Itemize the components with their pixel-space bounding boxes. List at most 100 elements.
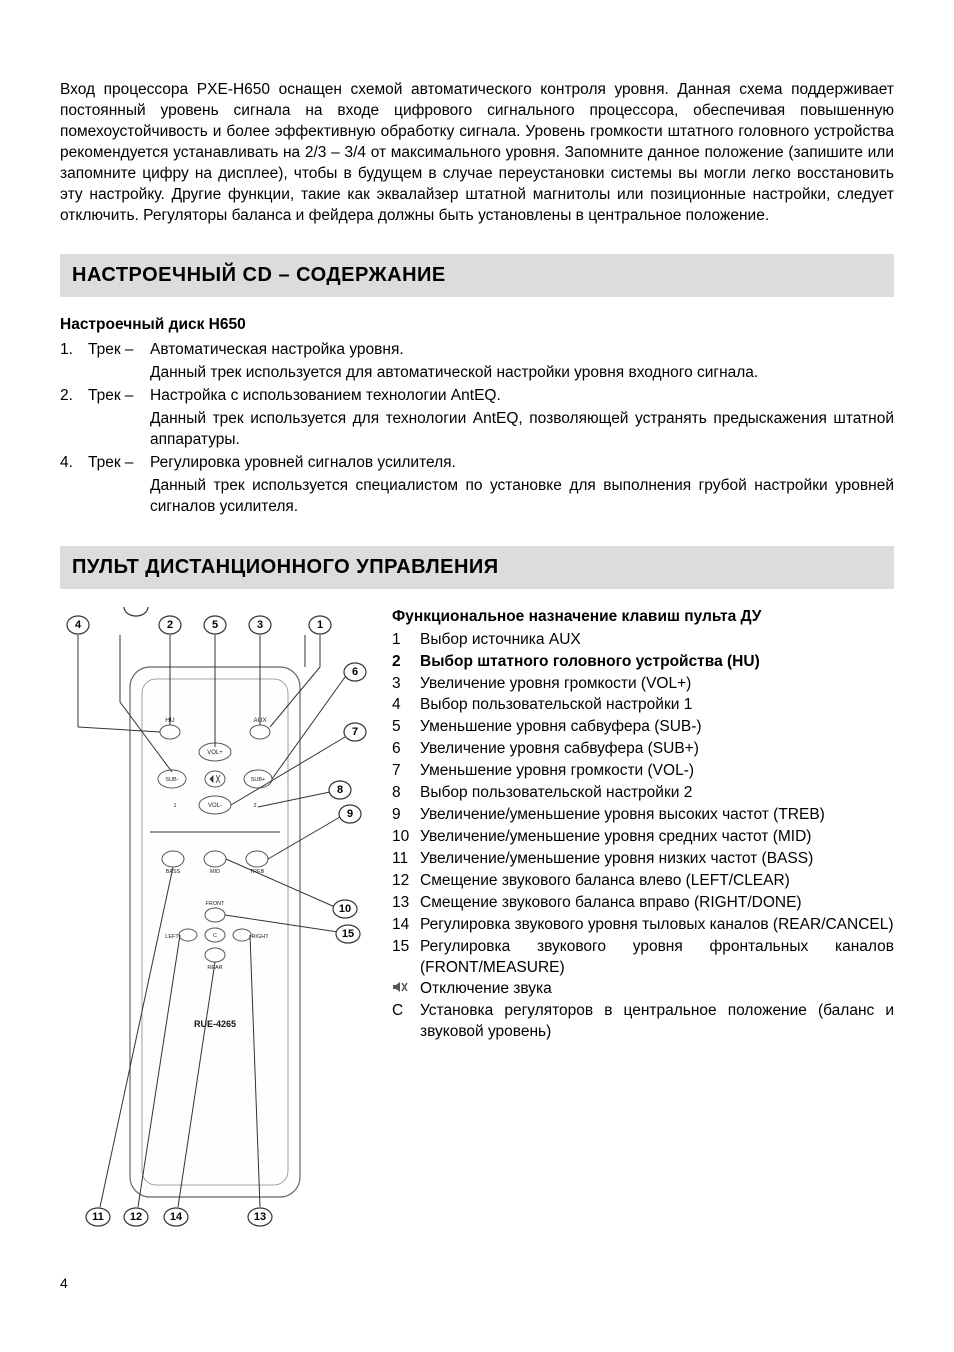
mute-icon: [392, 979, 420, 1000]
track-title: Регулировка уровней сигналов усилителя.: [150, 453, 894, 474]
func-num: 13: [392, 893, 420, 914]
track-label: Трек –: [88, 386, 150, 407]
btn-c-label: C: [213, 933, 217, 939]
section-header-remote: ПУЛЬТ ДИСТАНЦИОННОГО УПРАВЛЕНИЯ: [60, 546, 894, 589]
btn-volplus-label: VOL+: [207, 750, 223, 756]
disk-title: Настроечный диск H650: [60, 315, 894, 336]
func-text: Увеличение/уменьшение уровня низких част…: [420, 849, 894, 870]
btn-front-label: FRONT: [206, 901, 226, 907]
callout-3: 3: [257, 619, 263, 631]
section-header-cd: НАСТРОЕЧНЫЙ CD – СОДЕРЖАНИЕ: [60, 254, 894, 297]
callout-2: 2: [167, 619, 173, 631]
btn-left-label: LEFT: [165, 934, 179, 940]
func-row: 8Выбор пользовательской настройки 2: [392, 783, 894, 804]
callout-14: 14: [170, 1211, 183, 1223]
intro-paragraph: Вход процессора PXE-H650 оснащен схемой …: [60, 80, 894, 226]
func-num: 6: [392, 739, 420, 760]
func-text: Уменьшение уровня сабвуфера (SUB-): [420, 717, 894, 738]
func-row: 6Увеличение уровня сабвуфера (SUB+): [392, 739, 894, 760]
func-num: 5: [392, 717, 420, 738]
func-text: Выбор источника AUX: [420, 630, 894, 651]
track-row: Данный трек используется специалистом по…: [60, 476, 894, 518]
callout-6: 6: [352, 666, 358, 678]
func-row: 7Уменьшение уровня громкости (VOL-): [392, 761, 894, 782]
track-row: 2. Трек – Настройка с использованием тех…: [60, 386, 894, 407]
track-desc: Данный трек используется специалистом по…: [150, 476, 894, 518]
func-row-c: C Установка регуляторов в центральное по…: [392, 1001, 894, 1043]
track-label: Трек –: [88, 340, 150, 361]
remote-diagram: HU AUX VOL+ SUB- SUB+ VOL- 1 2: [60, 607, 370, 1244]
track-desc: Данный трек используется для автоматичес…: [150, 363, 894, 384]
track-row: 1. Трек – Автоматическая настройка уровн…: [60, 340, 894, 361]
model-label: RUE-4265: [194, 1019, 236, 1029]
func-text: Увеличение/уменьшение уровня средних час…: [420, 827, 894, 848]
func-row: 3Увеличение уровня громкости (VOL+): [392, 674, 894, 695]
callout-15: 15: [342, 928, 354, 940]
func-row: 10Увеличение/уменьшение уровня средних ч…: [392, 827, 894, 848]
c-text: Установка регуляторов в центральное поло…: [420, 1001, 894, 1043]
func-num: 8: [392, 783, 420, 804]
mute-text: Отключение звука: [420, 979, 894, 1000]
func-row: 13Смещение звукового баланса вправо (RIG…: [392, 893, 894, 914]
track-title: Автоматическая настройка уровня.: [150, 340, 894, 361]
func-text: Уменьшение уровня громкости (VOL-): [420, 761, 894, 782]
callout-4: 4: [75, 619, 82, 631]
track-desc: Данный трек используется для технологии …: [150, 409, 894, 451]
track-num: 1.: [60, 340, 88, 361]
remote-functions: Функциональное назначение клавиш пульта …: [392, 607, 894, 1044]
btn-mid-label: MID: [210, 869, 220, 875]
btn-bass-label: BASS: [166, 869, 181, 875]
callout-13: 13: [254, 1211, 266, 1223]
func-num: 4: [392, 695, 420, 716]
func-text: Увеличение уровня сабвуфера (SUB+): [420, 739, 894, 760]
btn-subminus-label: SUB-: [165, 777, 178, 783]
func-row-mute: Отключение звука: [392, 979, 894, 1000]
track-row: Данный трек используется для автоматичес…: [60, 363, 894, 384]
callout-11: 11: [92, 1211, 104, 1223]
btn-one-label: 1: [173, 803, 176, 809]
btn-subplus-label: SUB+: [251, 777, 266, 783]
func-row: 1Выбор источника AUX: [392, 630, 894, 651]
track-title: Настройка с использованием технологии An…: [150, 386, 894, 407]
btn-right-label: RIGHT: [251, 934, 269, 940]
func-text: Регулировка звукового уровня фронтальных…: [420, 937, 894, 979]
track-row: 4. Трек – Регулировка уровней сигналов у…: [60, 453, 894, 474]
track-num: 2.: [60, 386, 88, 407]
func-num: 7: [392, 761, 420, 782]
func-row: 12Смещение звукового баланса влево (LEFT…: [392, 871, 894, 892]
callout-1: 1: [317, 619, 323, 631]
func-row: 11Увеличение/уменьшение уровня низких ча…: [392, 849, 894, 870]
func-num: 2: [392, 652, 420, 673]
func-num: 11: [392, 849, 420, 870]
functions-title: Функциональное назначение клавиш пульта …: [392, 607, 894, 628]
func-num: 12: [392, 871, 420, 892]
track-label: Трек –: [88, 453, 150, 474]
callout-5: 5: [212, 619, 218, 631]
track-row: Данный трек используется для технологии …: [60, 409, 894, 451]
func-num: 9: [392, 805, 420, 826]
btn-rear-label: REAR: [207, 965, 222, 971]
func-num: 10: [392, 827, 420, 848]
func-row: 4Выбор пользовательской настройки 1: [392, 695, 894, 716]
func-text: Регулировка звукового уровня тыловых кан…: [420, 915, 894, 936]
func-num: 1: [392, 630, 420, 651]
func-text: Увеличение уровня громкости (VOL+): [420, 674, 894, 695]
func-num: 3: [392, 674, 420, 695]
func-text: Смещение звукового баланса вправо (RIGHT…: [420, 893, 894, 914]
func-row: 5Уменьшение уровня сабвуфера (SUB-): [392, 717, 894, 738]
func-text: Увеличение/уменьшение уровня высоких час…: [420, 805, 894, 826]
callout-12: 12: [130, 1211, 142, 1223]
func-text: Смещение звукового баланса влево (LEFT/C…: [420, 871, 894, 892]
func-num: 15: [392, 937, 420, 958]
func-row: 2Выбор штатного головного устройства (HU…: [392, 652, 894, 673]
func-text: Выбор пользовательской настройки 1: [420, 695, 894, 716]
callout-7: 7: [352, 726, 358, 738]
track-num: 4.: [60, 453, 88, 474]
func-text: Выбор штатного головного устройства (HU): [420, 652, 894, 673]
callout-9: 9: [347, 808, 353, 820]
func-row: 14Регулировка звукового уровня тыловых к…: [392, 915, 894, 936]
func-row: 15Регулировка звукового уровня фронтальн…: [392, 937, 894, 979]
btn-volminus-label: VOL-: [208, 803, 222, 809]
func-num: 14: [392, 915, 420, 936]
track-list: Настроечный диск H650 1. Трек – Автомати…: [60, 315, 894, 517]
